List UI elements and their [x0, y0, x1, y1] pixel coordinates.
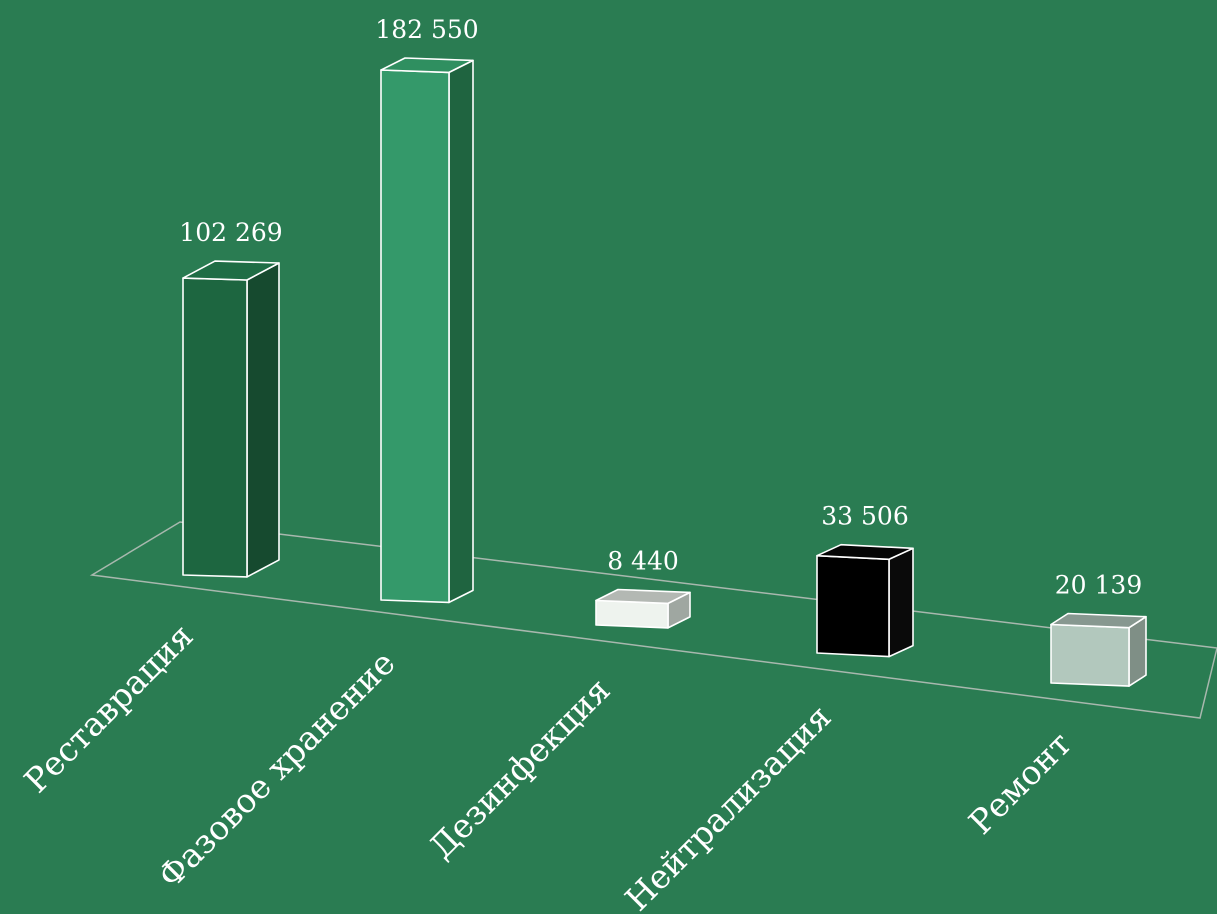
- value-label-3: 8 440: [607, 546, 679, 575]
- bar-side-1: [246, 262, 280, 578]
- bar-top-1: [182, 260, 280, 281]
- category-label-2: Фазовое хранение: [150, 643, 402, 895]
- bar-top-2: [380, 57, 474, 74]
- bar-4: [816, 543, 914, 658]
- bar-top-5: [1050, 612, 1147, 629]
- value-label-2: 182 550: [375, 15, 478, 44]
- bar-3: [595, 588, 691, 629]
- category-label-1: Реставрация: [16, 616, 200, 800]
- bar-side-5: [1128, 615, 1147, 687]
- bar-top-3: [595, 588, 691, 605]
- value-label-4: 33 506: [821, 502, 908, 531]
- bar-front-4: [816, 554, 890, 658]
- bar-front-3: [595, 599, 669, 629]
- category-label-4: Нейтрализация: [617, 697, 838, 914]
- value-label-5: 20 139: [1055, 571, 1142, 600]
- bar-1: [182, 260, 280, 578]
- bar-side-2: [448, 59, 474, 604]
- category-label-3: Дезинфекция: [422, 670, 618, 866]
- category-label-5: Ремонт: [961, 724, 1079, 842]
- bar-front-2: [380, 69, 450, 604]
- bar-side-4: [888, 547, 914, 658]
- bar-front-1: [182, 277, 248, 578]
- bar-front-5: [1050, 623, 1130, 687]
- bar-top-4: [816, 543, 914, 561]
- bar-2: [380, 57, 474, 604]
- value-label-1: 102 269: [179, 218, 282, 247]
- bar-5: [1050, 612, 1147, 687]
- floor-plane: [89, 521, 1217, 719]
